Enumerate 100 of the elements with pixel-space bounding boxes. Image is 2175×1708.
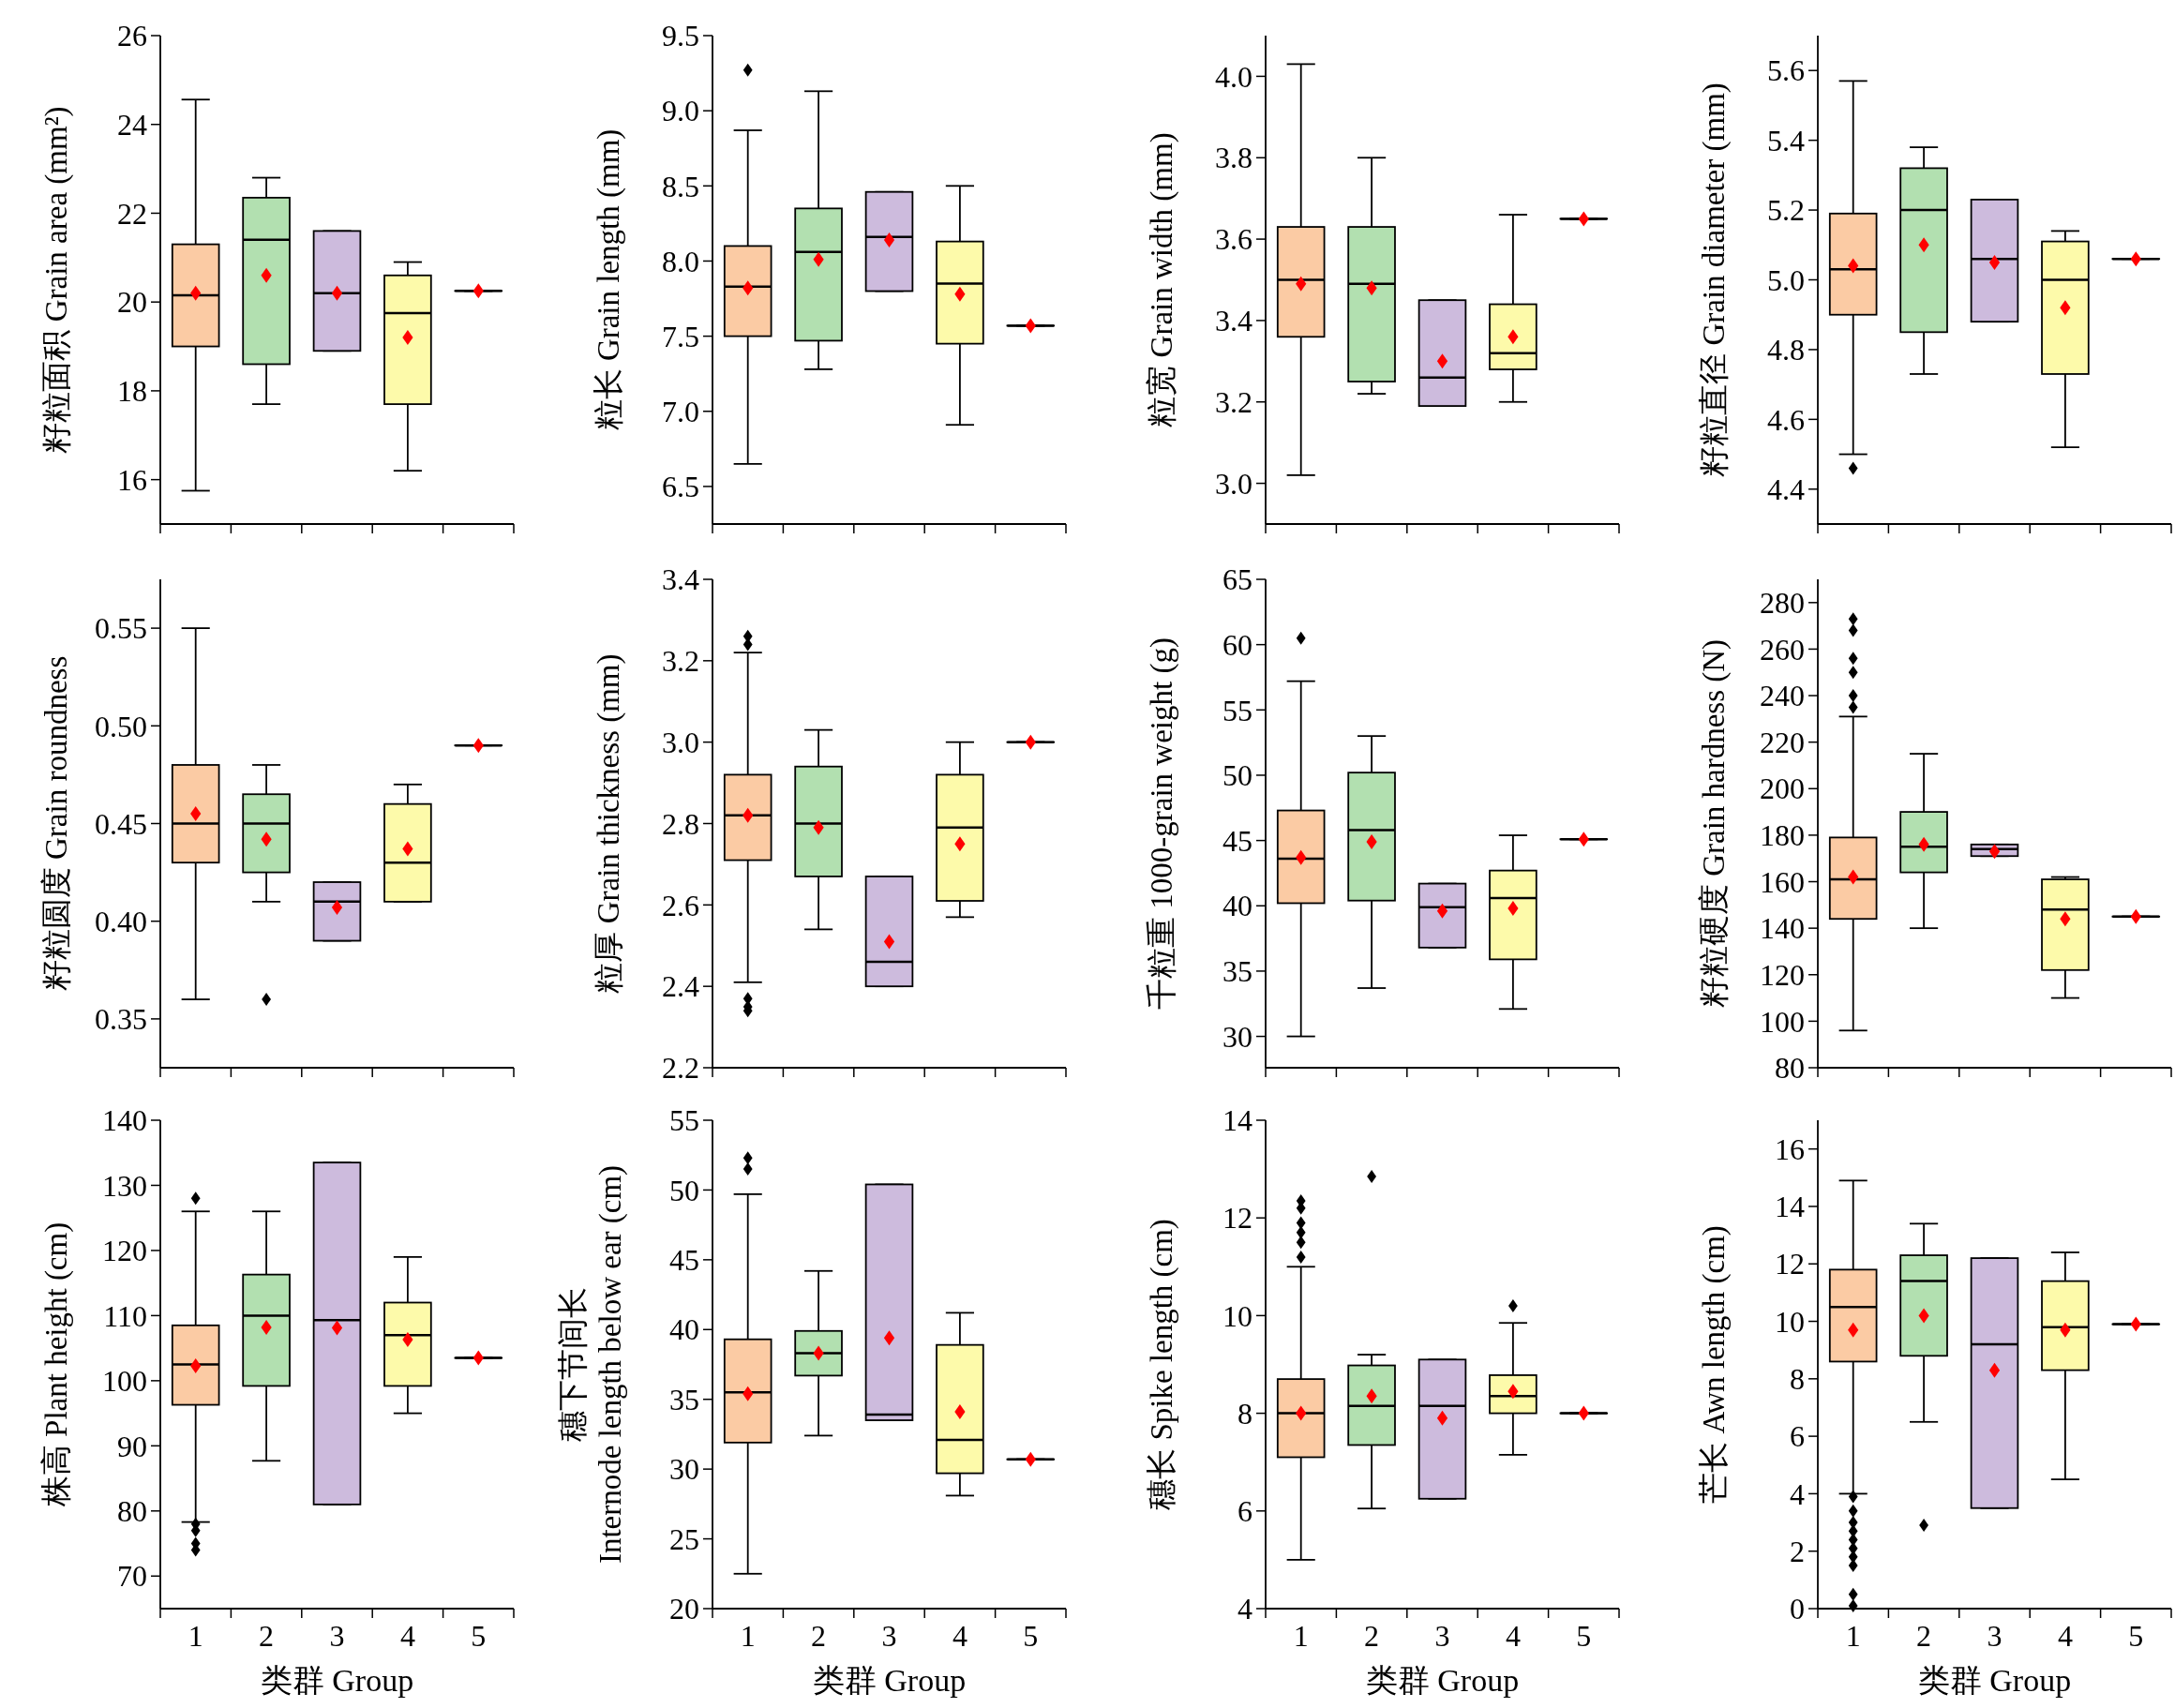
y-tick-label: 18 <box>117 374 147 409</box>
x-tick-label: 4 <box>952 1619 968 1653</box>
y-tick-label: 160 <box>1760 864 1805 899</box>
x-tick-label: 1 <box>188 1619 203 1653</box>
y-tick-label: 8.5 <box>662 169 699 203</box>
y-tick-label: 20 <box>669 1592 699 1626</box>
y-tick-label: 200 <box>1760 772 1805 806</box>
y-tick-label: 80 <box>1775 1051 1805 1086</box>
y-tick-label: 55 <box>669 1103 699 1138</box>
y-axis-title: 千粒重 1000-grain weight (g) <box>1145 637 1179 1010</box>
y-tick-label: 8.0 <box>662 244 699 278</box>
y-axis-title: 株高 Plant height (cm) <box>39 1221 74 1508</box>
y-tick-label: 3.2 <box>1215 384 1252 419</box>
y-tick-label: 5.6 <box>1767 53 1805 88</box>
y-tick-label: 260 <box>1760 632 1805 667</box>
x-tick-label: 2 <box>259 1619 275 1653</box>
y-tick-label: 14 <box>1775 1190 1805 1224</box>
y-tick-label: 40 <box>669 1312 699 1347</box>
y-tick-label: 8 <box>1238 1396 1252 1431</box>
x-axis-title: 类群 Group <box>812 1663 967 1698</box>
y-tick-label: 5.0 <box>1767 262 1805 297</box>
y-tick-label: 0 <box>1790 1592 1805 1626</box>
y-tick-label: 3.0 <box>1215 466 1252 501</box>
y-tick-label: 7.5 <box>662 319 699 353</box>
y-tick-label: 2.8 <box>662 806 699 841</box>
x-tick-label: 1 <box>740 1619 756 1653</box>
y-tick-label: 9.0 <box>662 94 699 128</box>
y-tick-label: 3.4 <box>662 562 699 597</box>
y-tick-label: 3.0 <box>662 725 699 759</box>
y-tick-label: 2 <box>1790 1534 1805 1568</box>
x-tick-label: 3 <box>1987 1619 2002 1653</box>
y-tick-label: 3.2 <box>662 644 699 679</box>
y-tick-label: 30 <box>669 1452 699 1487</box>
y-tick-label: 0.45 <box>95 806 147 841</box>
y-tick-label: 0.50 <box>95 709 147 743</box>
y-tick-label: 6 <box>1238 1494 1252 1528</box>
x-tick-label: 3 <box>881 1619 897 1653</box>
y-tick-label: 20 <box>117 285 147 320</box>
x-tick-label: 3 <box>1434 1619 1450 1653</box>
y-axis-title: 籽粒硬度 Grain hardness (N) <box>1697 638 1732 1009</box>
y-tick-label: 10 <box>1775 1304 1805 1339</box>
y-tick-label: 90 <box>117 1429 147 1463</box>
y-tick-label: 140 <box>102 1103 147 1138</box>
y-tick-label: 4.0 <box>1215 59 1252 94</box>
y-axis-title: 芒长 Awn length (cm) <box>1697 1225 1732 1504</box>
x-axis-title: 类群 Group <box>260 1663 414 1698</box>
x-tick-label: 5 <box>471 1619 487 1653</box>
y-tick-label: 50 <box>1222 758 1252 793</box>
y-tick-label: 2.6 <box>662 888 699 922</box>
y-tick-label: 4.6 <box>1767 402 1805 437</box>
x-axis-title: 类群 Group <box>1917 1663 2072 1698</box>
y-tick-label: 8 <box>1790 1362 1805 1397</box>
y-tick-label: 45 <box>1222 823 1252 858</box>
y-tick-label: 4 <box>1790 1476 1805 1511</box>
y-axis-title: 籽粒直径 Grain diameter (mm) <box>1697 82 1732 477</box>
y-tick-label: 9.5 <box>662 19 699 53</box>
y-tick-label: 35 <box>669 1382 699 1416</box>
y-tick-label: 5.4 <box>1767 123 1805 157</box>
y-tick-label: 30 <box>1222 1019 1252 1054</box>
y-axis-title: 籽粒面积 Grain area (mm²) <box>39 106 74 454</box>
y-axis-title: 籽粒圆度 Grain roundness <box>39 655 73 992</box>
x-tick-label: 4 <box>399 1619 415 1653</box>
x-tick-label: 4 <box>1505 1619 1521 1653</box>
y-tick-label: 60 <box>1222 627 1252 662</box>
y-tick-label: 7.0 <box>662 394 699 428</box>
y-tick-label: 25 <box>669 1521 699 1556</box>
y-tick-label: 22 <box>117 196 147 231</box>
y-tick-label: 70 <box>117 1559 147 1594</box>
y-tick-label: 3.6 <box>1215 222 1252 257</box>
y-tick-label: 50 <box>669 1173 699 1207</box>
y-tick-label: 40 <box>1222 889 1252 923</box>
y-tick-label: 180 <box>1760 818 1805 853</box>
y-tick-label: 45 <box>669 1243 699 1278</box>
x-axis-title: 类群 Group <box>1365 1663 1520 1698</box>
y-tick-label: 0.55 <box>95 611 147 646</box>
y-tick-label: 3.4 <box>1215 304 1252 338</box>
x-tick-label: 2 <box>1916 1619 1932 1653</box>
y-tick-label: 140 <box>1760 911 1805 946</box>
y-tick-label: 16 <box>1775 1131 1805 1166</box>
y-tick-label: 16 <box>117 462 147 497</box>
y-tick-label: 6 <box>1790 1419 1805 1454</box>
y-tick-label: 12 <box>1222 1201 1252 1236</box>
x-tick-label: 1 <box>1845 1619 1861 1653</box>
y-tick-label: 4.8 <box>1767 333 1805 367</box>
x-tick-label: 5 <box>2128 1619 2144 1653</box>
y-tick-label: 0.40 <box>95 904 147 938</box>
y-tick-label: 6.5 <box>662 470 699 504</box>
y-tick-label: 80 <box>117 1494 147 1528</box>
y-tick-label: 130 <box>102 1168 147 1203</box>
y-axis-title: 穗长 Spike length (cm) <box>1145 1219 1179 1510</box>
y-tick-label: 110 <box>103 1298 147 1333</box>
y-tick-label: 280 <box>1760 586 1805 621</box>
x-tick-label: 5 <box>1023 1619 1039 1653</box>
y-tick-label: 12 <box>1775 1247 1805 1281</box>
y-axis-title: 粒宽 Grain width (mm) <box>1145 132 1179 427</box>
y-tick-label: 14 <box>1222 1103 1252 1138</box>
y-tick-label: 65 <box>1222 562 1252 597</box>
y-tick-label: 24 <box>117 107 147 142</box>
x-tick-label: 4 <box>2057 1619 2073 1653</box>
y-tick-label: 120 <box>102 1234 147 1268</box>
